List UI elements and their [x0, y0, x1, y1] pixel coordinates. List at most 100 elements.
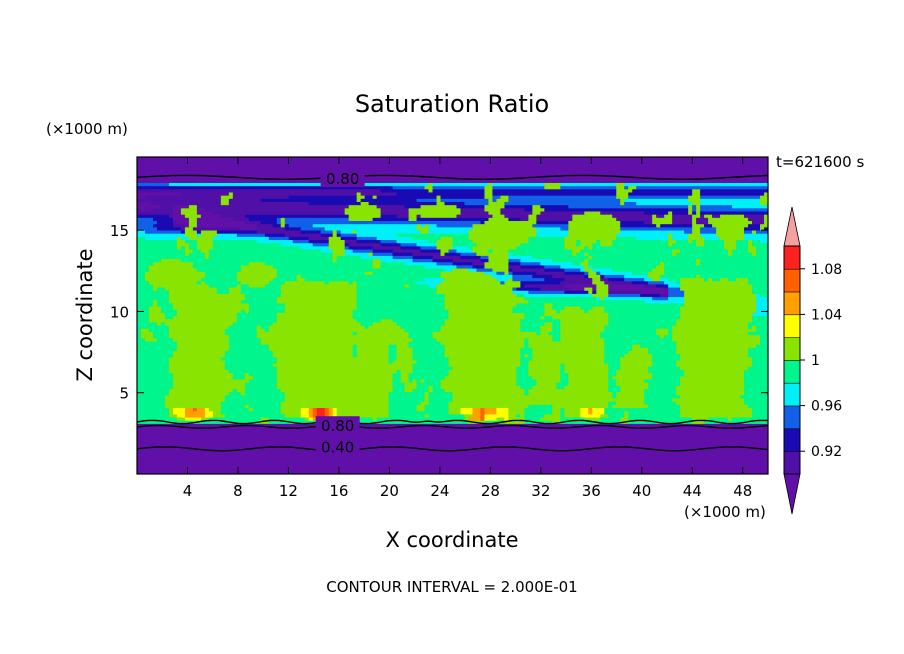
field-cell [672, 375, 677, 380]
field-cell [596, 467, 601, 472]
field-cell [424, 432, 430, 437]
field-cell [716, 432, 721, 437]
field-cell [536, 375, 541, 380]
field-cell [444, 451, 450, 456]
field-cell [720, 454, 725, 459]
field-cell [656, 397, 661, 402]
field-cell [576, 404, 581, 409]
field-cell [484, 467, 490, 472]
field-cell [272, 451, 278, 456]
field-cell [464, 432, 470, 437]
field-cell [724, 410, 729, 415]
field-cell [144, 416, 150, 421]
field-cell [668, 404, 673, 409]
field-cell [160, 375, 166, 380]
field-cell [592, 442, 597, 447]
field-cell [584, 401, 589, 405]
field-cell [588, 451, 593, 456]
field-cell [460, 375, 466, 380]
field-cell [172, 470, 178, 474]
field-cell [332, 467, 338, 472]
field-cell [372, 423, 378, 428]
field-cell [196, 397, 202, 402]
field-cell [496, 382, 502, 386]
field-cell [137, 435, 142, 440]
field-cell [672, 432, 677, 437]
field-cell [368, 388, 374, 393]
field-cell [312, 401, 318, 405]
field-cell [256, 382, 262, 386]
field-cell [676, 442, 681, 447]
field-cell [684, 404, 689, 409]
field-cell [496, 388, 502, 393]
field-cell [180, 448, 186, 453]
field-cell [404, 442, 410, 447]
field-cell [684, 385, 689, 390]
field-cell [148, 435, 154, 440]
field-cell [612, 385, 617, 390]
field-cell [696, 401, 701, 405]
field-cell [636, 375, 641, 380]
field-cell [528, 435, 533, 440]
field-cell [592, 391, 597, 396]
field-cell [268, 458, 274, 462]
field-cell [396, 385, 402, 390]
field-cell [636, 404, 641, 409]
field-cell [620, 426, 625, 431]
field-cell [176, 410, 182, 415]
field-cell [672, 416, 677, 421]
field-cell [452, 423, 458, 428]
y-axis-label: Z coordinate [73, 248, 97, 381]
field-cell [696, 404, 701, 409]
field-cell [300, 378, 306, 383]
field-cell [360, 448, 366, 453]
field-cell [608, 426, 613, 431]
field-cell [232, 432, 238, 437]
field-cell [692, 432, 697, 437]
field-cell [656, 416, 661, 421]
field-cell [500, 458, 506, 462]
field-cell [676, 382, 681, 386]
field-cell [728, 423, 733, 428]
field-cell [300, 442, 306, 447]
field-cell [512, 432, 517, 437]
field-cell [444, 442, 450, 447]
field-cell [300, 391, 306, 396]
field-cell [704, 391, 709, 396]
field-cell [204, 388, 210, 393]
field-cell [396, 423, 402, 428]
field-cell [468, 410, 474, 415]
field-cell [276, 378, 282, 383]
field-cell [700, 439, 705, 443]
field-cell [720, 410, 725, 415]
field-cell [328, 391, 334, 396]
field-cell [540, 404, 545, 409]
field-cell [152, 442, 158, 447]
field-cell [764, 416, 768, 421]
field-cell [756, 397, 761, 402]
field-cell [688, 394, 693, 399]
field-cell [392, 461, 398, 466]
field-cell [436, 435, 442, 440]
field-cell [456, 410, 462, 415]
field-cell [292, 423, 298, 428]
field-cell [137, 416, 142, 421]
field-cell [608, 375, 613, 380]
field-cell [484, 420, 490, 424]
field-cell [692, 416, 697, 421]
field-cell [676, 467, 681, 472]
field-cell [680, 454, 685, 459]
field-cell [716, 448, 721, 453]
field-cell [556, 394, 561, 399]
field-cell [620, 388, 625, 393]
field-cell [420, 432, 426, 437]
field-cell [352, 372, 358, 377]
field-cell [716, 454, 721, 459]
field-cell [216, 401, 222, 405]
field-cell [524, 413, 529, 418]
field-cell [456, 470, 462, 474]
field-cell [568, 454, 573, 459]
field-cell [500, 378, 506, 383]
field-cell [520, 388, 525, 393]
field-cell [444, 378, 450, 383]
